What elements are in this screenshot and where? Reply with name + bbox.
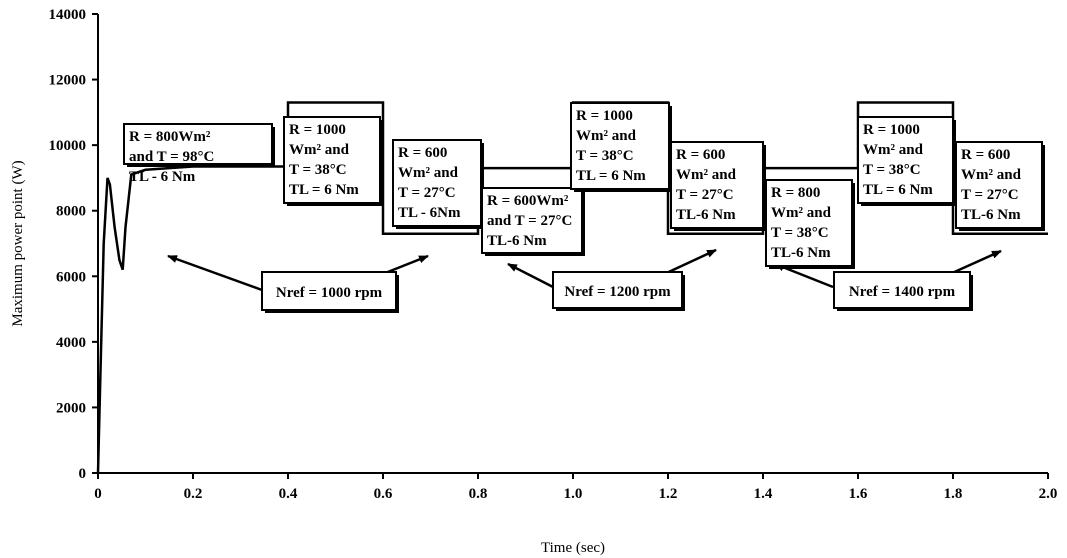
annotation-text: T = 38°C	[289, 162, 347, 178]
x-tick-label: 0.6	[374, 486, 393, 502]
annotation-text: Wm² and	[289, 142, 350, 158]
annotation-text: Wm² and	[771, 205, 832, 221]
x-tick-label: 0.4	[279, 486, 298, 502]
annotation-text: T = 27°C	[961, 187, 1019, 203]
annotation-text: Nref = 1200 rpm	[564, 284, 671, 300]
series-layer	[96, 101, 1048, 474]
annotation-text: and T = 27°C	[487, 213, 572, 229]
annotation-box: R = 800Wm² and T = 98°C TL - 6 Nm	[123, 123, 275, 185]
annotation-text: T = 38°C	[576, 148, 634, 164]
x-tick-label: 1.8	[944, 486, 963, 502]
annotation-text: Wm² and	[863, 142, 924, 158]
annotation-text: TL-6 Nm	[961, 207, 1021, 223]
annotation-text: TL = 6 Nm	[863, 182, 933, 198]
annotation-box: Nref = 1400 rpm	[833, 271, 973, 311]
annotation-box: R = 800 Wm² and T = 38°C TL-6 Nm	[765, 179, 855, 269]
annotation-box: R = 600 Wm² and T = 27°C TL - 6Nm	[392, 139, 484, 229]
x-tick-label: 2.0	[1039, 486, 1058, 502]
annotation-box: R = 600 Wm² and T = 27°C TL-6 Nm	[955, 141, 1045, 231]
annotation-text: Nref = 1000 rpm	[276, 285, 383, 301]
y-axis-title: Maximum power point (W)	[10, 160, 26, 326]
annotation-text: R = 1000	[576, 108, 633, 124]
x-tick-label: 0	[94, 486, 102, 502]
annotation-box: R = 1000 Wm² and T = 38°C TL = 6 Nm	[283, 116, 383, 206]
series-line	[96, 101, 1048, 474]
annotation-box: R = 1000 Wm² and T = 38°C TL = 6 Nm	[570, 102, 672, 192]
annotation-text: Wm² and	[576, 128, 637, 144]
annotation-box: R = 600Wm² and T = 27°C TL-6 Nm	[481, 187, 585, 256]
y-tick-label: 14000	[49, 7, 87, 23]
annotation-text: R = 800Wm²	[129, 129, 211, 145]
annotation-text: TL-6 Nm	[771, 245, 831, 261]
axes: 0 2000 4000 6000 8000 10000 12000 14000 0 0.2 0.4 0…	[49, 7, 1058, 502]
y-tick-label: 2000	[56, 400, 86, 416]
annotation-text: TL-6 Nm	[487, 233, 547, 249]
annotation-layer: R = 800Wm² and T = 98°C TL - 6 Nm R = 1000 W…	[123, 102, 1045, 313]
annotation-text: R = 600	[398, 145, 447, 161]
y-tick-label: 8000	[56, 204, 86, 220]
x-tick-label: 0.2	[184, 486, 203, 502]
annotation-arrow	[167, 254, 263, 292]
annotation-text: TL-6 Nm	[676, 207, 736, 223]
x-tick-label: 1.6	[849, 486, 868, 502]
x-tick-label: 1.2	[659, 486, 678, 502]
annotation-text: Wm² and	[398, 165, 459, 181]
annotation-text: T = 38°C	[771, 225, 829, 241]
annotation-text: R = 1000	[289, 122, 346, 138]
y-tick-label: 6000	[56, 269, 86, 285]
annotation-text: Wm² and	[961, 167, 1022, 183]
x-tick-label: 1.0	[564, 486, 583, 502]
y-tick-label: 10000	[49, 138, 87, 154]
annotation-text: TL = 6 Nm	[289, 182, 359, 198]
annotation-text: R = 600	[961, 147, 1010, 163]
x-tick-label: 1.4	[754, 486, 773, 502]
annotation-box: R = 600 Wm² and T = 27°C TL-6 Nm	[670, 141, 766, 231]
annotation-box: R = 1000 Wm² and T = 38°C TL = 6 Nm	[857, 116, 956, 206]
annotation-text: TL = 6 Nm	[576, 168, 646, 184]
y-tick-label: 0	[79, 466, 87, 482]
y-tick-label: 12000	[49, 73, 87, 89]
annotation-box: Nref = 1200 rpm	[552, 271, 685, 311]
annotation-text: and T = 98°C	[129, 149, 214, 165]
annotation-text: Wm² and	[676, 167, 737, 183]
annotation-text: R = 800	[771, 185, 820, 201]
annotation-text: T = 27°C	[398, 185, 456, 201]
annotation-arrow	[507, 262, 556, 290]
y-tick-label: 4000	[56, 335, 86, 351]
annotation-text: T = 38°C	[863, 162, 921, 178]
annotation-text: TL - 6 Nm	[129, 169, 196, 185]
x-tick-label: 0.8	[469, 486, 488, 502]
annotation-text: TL - 6Nm	[398, 205, 461, 221]
annotation-text: R = 600	[676, 147, 725, 163]
annotation-text: R = 600Wm²	[487, 193, 569, 209]
annotation-box: Nref = 1000 rpm	[261, 271, 399, 313]
x-axis-title: Time (sec)	[541, 540, 605, 556]
annotation-text: T = 27°C	[676, 187, 734, 203]
annotation-text: Nref = 1400 rpm	[849, 284, 956, 300]
annotation-text: R = 1000	[863, 122, 920, 138]
